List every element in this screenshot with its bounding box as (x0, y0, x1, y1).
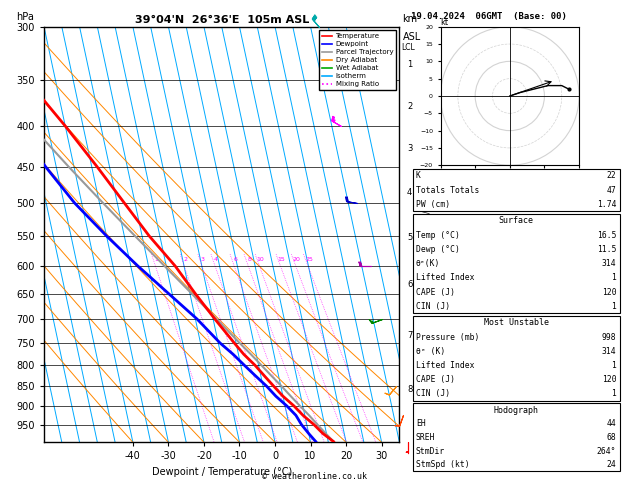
Text: 11.5: 11.5 (597, 245, 616, 254)
Text: Lifted Index: Lifted Index (416, 361, 474, 370)
Text: 16.5: 16.5 (597, 231, 616, 240)
Text: 1: 1 (611, 274, 616, 282)
X-axis label: Dewpoint / Temperature (°C): Dewpoint / Temperature (°C) (152, 467, 292, 477)
Text: 1: 1 (611, 361, 616, 370)
Text: km: km (403, 14, 418, 24)
Text: kt: kt (440, 17, 448, 27)
Text: 1: 1 (611, 302, 616, 311)
Text: 3: 3 (201, 257, 205, 262)
Text: 19.04.2024  06GMT  (Base: 00): 19.04.2024 06GMT (Base: 00) (411, 12, 567, 21)
Text: © weatheronline.co.uk: © weatheronline.co.uk (262, 472, 367, 481)
Text: 314: 314 (602, 259, 616, 268)
Text: 120: 120 (602, 288, 616, 296)
Text: StmDir: StmDir (416, 447, 445, 455)
Title: 39°04'N  26°36'E  105m ASL: 39°04'N 26°36'E 105m ASL (135, 15, 309, 25)
Text: 1: 1 (611, 389, 616, 399)
Text: 20: 20 (293, 257, 301, 262)
Legend: Temperature, Dewpoint, Parcel Trajectory, Dry Adiabat, Wet Adiabat, Isotherm, Mi: Temperature, Dewpoint, Parcel Trajectory… (319, 30, 396, 90)
Text: θᵉ (K): θᵉ (K) (416, 347, 445, 356)
Text: Most Unstable: Most Unstable (484, 318, 548, 328)
Text: Surface: Surface (499, 216, 533, 226)
Text: CAPE (J): CAPE (J) (416, 375, 455, 384)
Text: 2: 2 (183, 257, 187, 262)
Text: CAPE (J): CAPE (J) (416, 288, 455, 296)
Text: CIN (J): CIN (J) (416, 389, 450, 399)
Text: 10: 10 (257, 257, 264, 262)
Text: 24: 24 (606, 460, 616, 469)
Text: 25: 25 (305, 257, 313, 262)
Text: 6: 6 (233, 257, 237, 262)
Text: 120: 120 (602, 375, 616, 384)
Text: 4: 4 (214, 257, 218, 262)
Text: EH: EH (416, 419, 426, 428)
Text: 47: 47 (606, 186, 616, 194)
Text: 68: 68 (606, 433, 616, 442)
Text: hPa: hPa (16, 12, 33, 22)
Text: θᵉ(K): θᵉ(K) (416, 259, 440, 268)
Text: StmSpd (kt): StmSpd (kt) (416, 460, 469, 469)
Text: 1.74: 1.74 (597, 200, 616, 209)
Text: K: K (416, 171, 421, 180)
Text: Mixing Ratio (g/kg): Mixing Ratio (g/kg) (423, 198, 432, 271)
Text: SREH: SREH (416, 433, 435, 442)
Text: Hodograph: Hodograph (494, 406, 538, 415)
Text: 1: 1 (154, 257, 159, 262)
Text: Temp (°C): Temp (°C) (416, 231, 460, 240)
Text: 44: 44 (606, 419, 616, 428)
Text: Dewp (°C): Dewp (°C) (416, 245, 460, 254)
Text: 22: 22 (606, 171, 616, 180)
Text: 8: 8 (247, 257, 251, 262)
Text: Pressure (mb): Pressure (mb) (416, 332, 479, 342)
Text: 998: 998 (602, 332, 616, 342)
Text: Lifted Index: Lifted Index (416, 274, 474, 282)
Text: 15: 15 (277, 257, 286, 262)
Text: 314: 314 (602, 347, 616, 356)
Text: 264°: 264° (597, 447, 616, 455)
Text: PW (cm): PW (cm) (416, 200, 450, 209)
Text: CIN (J): CIN (J) (416, 302, 450, 311)
Text: ASL: ASL (403, 32, 421, 42)
Text: Totals Totals: Totals Totals (416, 186, 479, 194)
Text: LCL: LCL (401, 43, 415, 52)
